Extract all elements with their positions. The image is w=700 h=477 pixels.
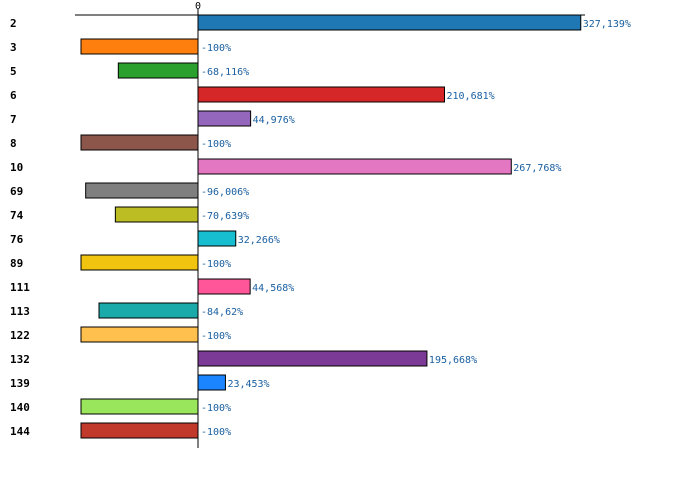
value-label: -100% (201, 139, 231, 150)
category-label: 74 (10, 209, 24, 222)
bar (98, 302, 199, 319)
category-label: 132 (10, 353, 30, 366)
category-label: 122 (10, 329, 30, 342)
value-label: -96,006% (201, 187, 249, 198)
bar (80, 254, 199, 271)
bar (197, 110, 252, 127)
value-label: -84,62% (201, 307, 243, 318)
category-label: 6 (10, 89, 17, 102)
bar (197, 230, 237, 247)
category-label: 89 (10, 257, 23, 270)
category-label: 3 (10, 41, 17, 54)
category-label: 10 (10, 161, 23, 174)
value-label: 44,568% (252, 283, 294, 294)
bar (80, 422, 199, 439)
category-label: 69 (10, 185, 23, 198)
value-label: 267,768% (513, 163, 561, 174)
category-label: 7 (10, 113, 17, 126)
bar (80, 398, 199, 415)
bar (80, 134, 199, 151)
value-label: -100% (201, 427, 231, 438)
value-label: 210,681% (446, 91, 494, 102)
value-label: -100% (201, 331, 231, 342)
value-label: -100% (201, 43, 231, 54)
category-label: 2 (10, 17, 17, 30)
category-label: 140 (10, 401, 30, 414)
bars-group: 2 327,139% 3 -100% 5 -68,116% 6 210,681% 7 44,976… (10, 14, 631, 439)
value-label: 195,668% (429, 355, 477, 366)
category-label: 113 (10, 305, 30, 318)
category-label: 8 (10, 137, 17, 150)
value-label: -100% (201, 403, 231, 414)
bar (197, 158, 512, 175)
bar (117, 62, 199, 79)
value-label: -68,116% (201, 67, 249, 78)
category-label: 5 (10, 65, 17, 78)
value-label: 327,139% (583, 19, 631, 30)
value-label: -70,639% (201, 211, 249, 222)
value-label: 23,453% (227, 379, 269, 390)
bar (197, 14, 582, 31)
category-label: 144 (10, 425, 30, 438)
value-label: 32,266% (238, 235, 280, 246)
bar (114, 206, 199, 223)
value-label: 44,976% (253, 115, 295, 126)
bar (80, 326, 199, 343)
value-label: -100% (201, 259, 231, 270)
bar (197, 374, 226, 391)
category-label: 111 (10, 281, 30, 294)
bar (197, 86, 445, 103)
bar (80, 38, 199, 55)
category-label: 76 (10, 233, 24, 246)
bar (197, 350, 428, 367)
category-label: 139 (10, 377, 30, 390)
bar (197, 278, 251, 295)
zero-tick-label: 0 (195, 1, 201, 12)
bar (85, 182, 199, 199)
